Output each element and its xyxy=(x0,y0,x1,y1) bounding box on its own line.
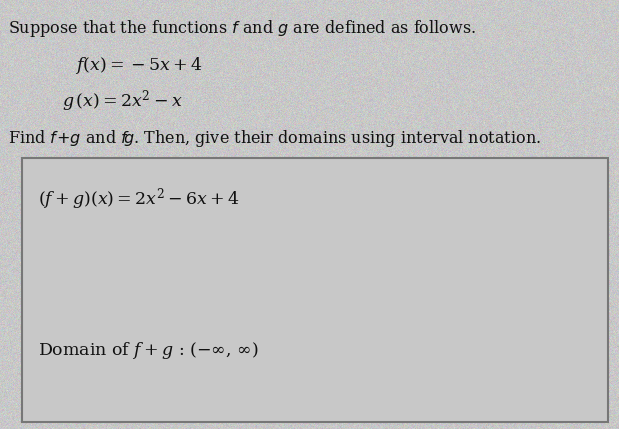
Text: Domain of $f+g$ : $(-\infty,\, \infty)$: Domain of $f+g$ : $(-\infty,\, \infty)$ xyxy=(38,340,259,361)
Text: $f(x) =-5x+4$: $f(x) =-5x+4$ xyxy=(75,55,202,76)
Text: $g\,(x) =2x^2-x$: $g\,(x) =2x^2-x$ xyxy=(62,88,183,114)
Text: Find $f\!+\!g$ and $f\!g$. Then, give their domains using interval notation.: Find $f\!+\!g$ and $f\!g$. Then, give th… xyxy=(8,128,541,149)
Bar xyxy=(22,158,608,422)
Text: Suppose that the functions $\it{f}$ and $g$ are defined as follows.: Suppose that the functions $\it{f}$ and … xyxy=(8,18,476,39)
Text: $(f+g)(x) = 2x^2-6x+4$: $(f+g)(x) = 2x^2-6x+4$ xyxy=(38,186,240,212)
